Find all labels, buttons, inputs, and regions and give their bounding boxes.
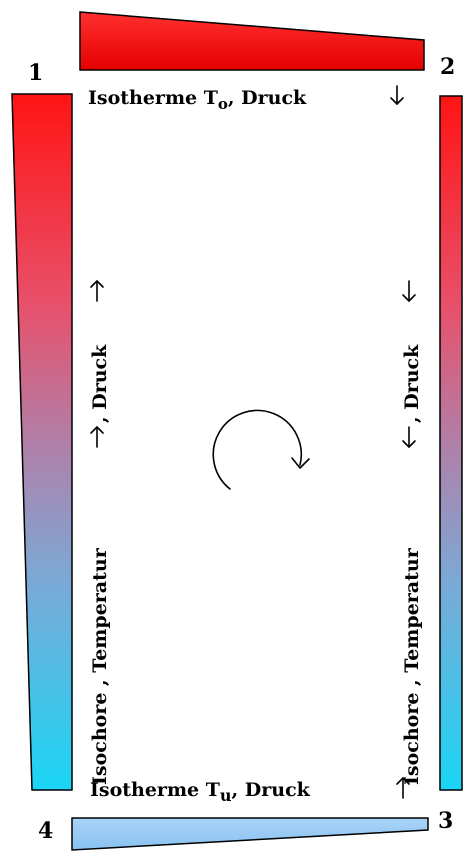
bottom-label: Isotherme Tu, Druck <box>90 777 410 805</box>
right-label-part2: , Druck <box>401 344 423 423</box>
svg-text:Isotherme Tu, Druck: Isotherme Tu, Druck <box>90 779 311 805</box>
arrow-down-icon <box>390 85 404 105</box>
arrow-down-icon <box>402 280 416 302</box>
top-label-text: Isotherme T <box>88 87 218 109</box>
corner-label-2: 2 <box>440 54 455 80</box>
svg-text:, Druck: , Druck <box>401 344 423 423</box>
svg-text:Isochore , Temperatur: Isochore , Temperatur <box>401 547 423 785</box>
svg-text:Isotherme To, Druck: Isotherme To, Druck <box>88 87 307 113</box>
top-label: Isotherme To, Druck <box>88 85 404 113</box>
arrow-up-icon <box>396 777 410 799</box>
left-label: Isochore , Temperatur , Druck <box>89 280 111 785</box>
top-isotherm-wedge <box>79 11 425 71</box>
top-label-suffix: , Druck <box>228 87 307 109</box>
left-isochore-bar <box>11 93 73 791</box>
right-label: Isochore , Temperatur , Druck <box>401 280 423 785</box>
svg-text:, Druck: , Druck <box>89 344 111 423</box>
arrow-down-icon <box>402 426 416 448</box>
corner-label-1: 1 <box>28 60 43 86</box>
arrow-up-icon <box>90 280 104 302</box>
bottom-label-text: Isotherme T <box>90 779 220 801</box>
left-label-part2: , Druck <box>89 344 111 423</box>
bottom-label-suffix: , Druck <box>232 779 311 801</box>
bottom-label-subscript: u <box>220 786 232 805</box>
left-label-part1: Isochore , Temperatur <box>89 547 111 785</box>
bottom-isotherm-wedge <box>71 817 429 851</box>
svg-text:Isochore , Temperatur: Isochore , Temperatur <box>89 547 111 785</box>
top-label-subscript: o <box>218 95 228 113</box>
clockwise-circular-arrow-icon <box>212 409 310 490</box>
right-isochore-bar <box>439 95 463 791</box>
arrow-up-icon <box>90 426 104 448</box>
corner-label-4: 4 <box>38 818 53 844</box>
right-label-part1: Isochore , Temperatur <box>401 547 423 785</box>
corner-label-3: 3 <box>438 808 453 834</box>
